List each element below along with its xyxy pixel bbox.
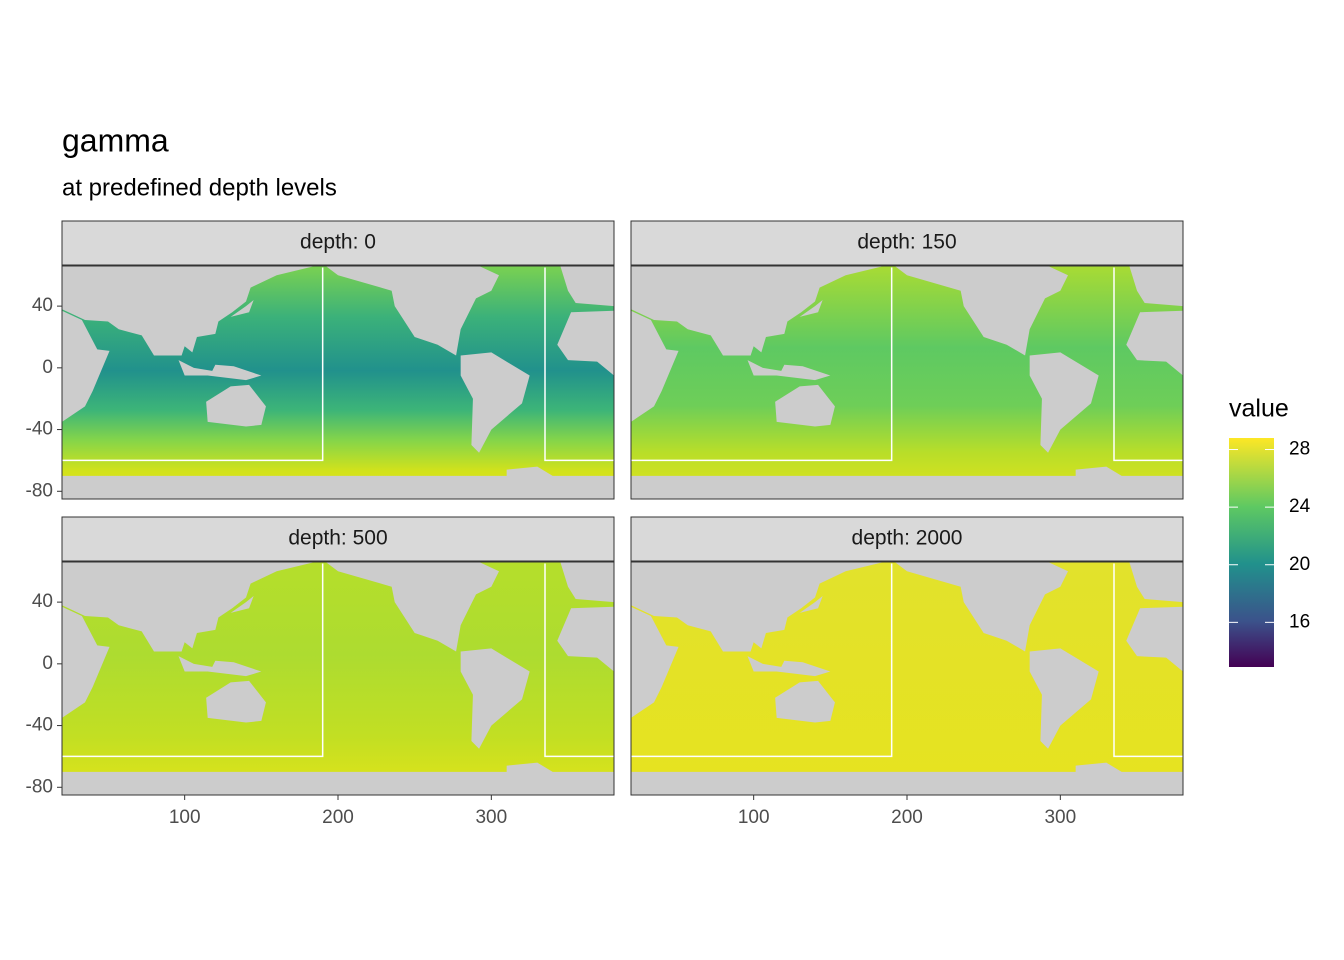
facet-strip bbox=[61, 516, 615, 562]
y-tick-label: -80 bbox=[26, 480, 53, 501]
legend-tick-label: 20 bbox=[1289, 554, 1310, 575]
map-panel bbox=[62, 266, 614, 499]
region-outline bbox=[62, 267, 324, 462]
y-tick-label: -80 bbox=[26, 776, 53, 797]
y-tick-label: -40 bbox=[26, 715, 53, 736]
y-tick-label: 40 bbox=[32, 295, 53, 316]
legend-tick-label: 16 bbox=[1289, 611, 1310, 632]
map-panel bbox=[62, 562, 614, 795]
region-outline bbox=[631, 267, 893, 462]
region-outline bbox=[1113, 563, 1183, 758]
map-panel bbox=[631, 266, 1183, 499]
panel-border bbox=[630, 265, 1184, 500]
y-tick-label: 0 bbox=[42, 653, 53, 674]
legend-tick-label: 24 bbox=[1289, 496, 1311, 517]
y-tick-label: -40 bbox=[26, 419, 53, 440]
facet-label: depth: 150 bbox=[857, 231, 956, 254]
region-outline bbox=[62, 563, 324, 758]
facet-strip bbox=[630, 516, 1184, 562]
facet-label: depth: 0 bbox=[300, 231, 376, 254]
region-outline bbox=[544, 267, 614, 462]
region-outline bbox=[1113, 267, 1183, 462]
colorbar bbox=[1229, 438, 1274, 667]
panel-border bbox=[61, 265, 615, 500]
map-panel bbox=[631, 562, 1183, 795]
facet-strip bbox=[61, 220, 615, 266]
facet-label: depth: 500 bbox=[288, 527, 387, 550]
x-tick-label: 300 bbox=[475, 807, 507, 828]
region-outline bbox=[631, 563, 893, 758]
chart-subtitle: at predefined depth levels bbox=[62, 174, 337, 201]
x-tick-label: 300 bbox=[1044, 807, 1076, 828]
y-tick-label: 0 bbox=[42, 357, 53, 378]
legend-title: value bbox=[1229, 395, 1289, 423]
x-tick-label: 100 bbox=[738, 807, 770, 828]
facet-strip bbox=[630, 220, 1184, 266]
x-tick-label: 100 bbox=[169, 807, 201, 828]
x-tick-label: 200 bbox=[891, 807, 923, 828]
chart-title: gamma bbox=[62, 122, 169, 158]
x-tick-label: 200 bbox=[322, 807, 354, 828]
legend-tick-label: 28 bbox=[1289, 439, 1310, 460]
y-tick-label: 40 bbox=[32, 591, 53, 612]
facet-label: depth: 2000 bbox=[852, 527, 963, 550]
region-outline bbox=[544, 563, 614, 758]
